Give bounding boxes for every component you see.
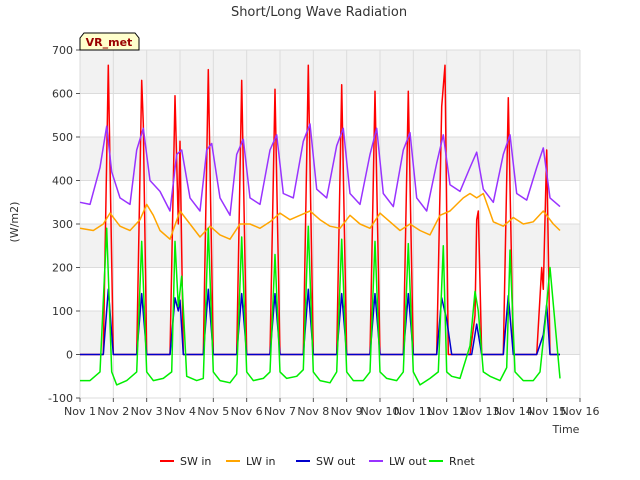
y-tick-label: 100: [52, 305, 73, 318]
site-badge: VR_met: [79, 32, 140, 51]
chart-title: Short/Long Wave Radiation: [231, 5, 407, 20]
legend-label-sw-out: SW out: [316, 455, 356, 468]
plot-band: [80, 224, 580, 268]
x-tick-label: Nov 5: [197, 405, 229, 418]
x-axis-ticks: Nov 1 Nov 2 Nov 3 Nov 4 Nov 5 Nov 6 Nov 7 Nov 8…: [64, 398, 599, 418]
y-tick-label: 400: [52, 175, 73, 188]
y-tick-label: 500: [52, 131, 73, 144]
legend: SW in LW in SW out LW out Rnet: [160, 455, 475, 468]
x-tick-label: Nov 14: [494, 405, 533, 418]
y-tick-label: 200: [52, 262, 73, 275]
legend-label-sw-in: SW in: [180, 455, 211, 468]
x-tick-label: Nov 8: [297, 405, 329, 418]
legend-label-lw-out: LW out: [389, 455, 427, 468]
y-axis-label: (W/m2): [8, 202, 21, 243]
y-tick-label: 300: [52, 218, 73, 231]
y-tick-label: 600: [52, 88, 73, 101]
x-tick-label: Nov 13: [461, 405, 500, 418]
series-line-lw-out: [79, 123, 561, 217]
x-tick-label: Nov 15: [527, 405, 566, 418]
x-tick-label: Nov 3: [131, 405, 163, 418]
y-axis-ticks: -100 0 100 200 300 400 500 600 700: [48, 44, 80, 405]
x-tick-label: Nov 4: [164, 405, 196, 418]
y-tick-label: 700: [52, 44, 73, 57]
legend-label-rnet: Rnet: [449, 455, 475, 468]
plot-band: [80, 311, 580, 355]
x-tick-label: Nov 11: [394, 405, 433, 418]
plot-band: [80, 137, 580, 181]
x-tick-label: Nov 12: [427, 405, 466, 418]
series-layer: [79, 64, 561, 386]
series-line-rnet: [80, 225, 561, 386]
x-tick-label: Nov 7: [264, 405, 296, 418]
series-line-lw-in: [79, 192, 561, 240]
x-tick-label: Nov 1: [64, 405, 96, 418]
x-tick-label: Nov 6: [231, 405, 263, 418]
site-badge-box: [79, 32, 140, 51]
x-axis-label: Time: [552, 423, 580, 436]
legend-label-lw-in: LW in: [246, 455, 276, 468]
x-tick-label: Nov 16: [561, 405, 600, 418]
y-tick-label: 0: [66, 349, 73, 362]
y-tick-label: -100: [48, 392, 73, 405]
x-tick-label: Nov 2: [97, 405, 129, 418]
plot-band: [80, 50, 580, 94]
x-tick-label: Nov 10: [361, 405, 400, 418]
site-label: VR_met: [86, 36, 133, 49]
x-tick-label: Nov 9: [331, 405, 363, 418]
